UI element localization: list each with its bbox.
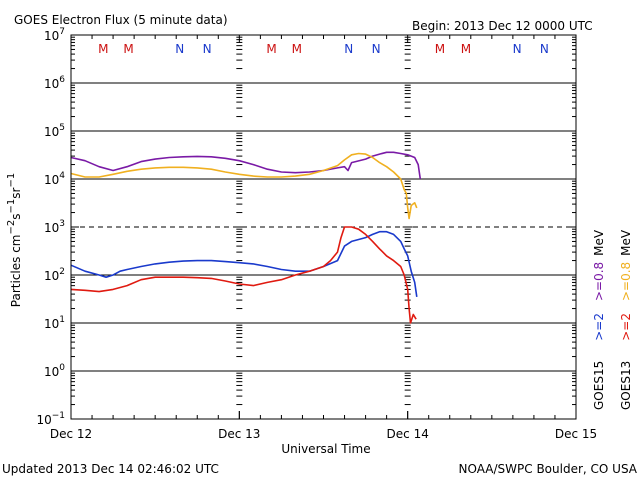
marker-m: M [123,42,133,56]
y-tick-label: 100 [44,363,65,379]
legend-goes13-label: GOES13 [619,361,633,410]
legend-goes15-label: GOES15 [592,361,606,410]
x-tick-labels: Dec 12 Dec 13 Dec 14 Dec 15 [50,427,597,441]
marker-m: M [292,42,302,56]
minor-tick-marks [71,37,576,419]
x-tick-label: Dec 14 [387,427,429,441]
svg-text:GOES13>=2>=0.8MeV: GOES13 >=2 >=0.8 MeV [619,229,633,410]
marker-n: N [513,42,522,56]
legend-unit-2: MeV [619,229,633,256]
y-axis-label: Particles cm−2s−1sr−1 [6,173,23,307]
y-tick-label: 105 [44,123,65,139]
svg-text:GOES15>=2>=0.8MeV: GOES15 >=2 >=0.8 MeV [592,229,606,410]
y-tick-labels: 10−1 100 101 102 103 104 105 106 107 [36,27,65,427]
legend-g13-low: >=2 [619,313,633,341]
grid-lines [71,83,576,371]
updated-timestamp: Updated 2013 Dec 14 02:46:02 UTC [2,462,219,476]
legend-g15-low: >=2 [592,313,606,341]
y-tick-label: 103 [44,219,65,235]
begin-label: Begin: 2013 Dec 12 0000 UTC [412,19,593,33]
marker-n: N [540,42,549,56]
y-tick-label: 107 [44,27,65,43]
chart-title: GOES Electron Flux (5 minute data) [14,13,228,27]
legend-unit-1: MeV [592,229,606,256]
y-tick-label: 101 [44,315,65,331]
y-tick-label: 106 [44,75,65,91]
marker-n: N [203,42,212,56]
credit-label: NOAA/SWPC Boulder, CO USA [459,462,638,476]
marker-n: N [372,42,381,56]
legend-g13-high: >=0.8 [619,262,633,301]
x-tick-label: Dec 15 [555,427,597,441]
series-line-1 [71,154,417,219]
marker-m: M [435,42,445,56]
y-tick-label: 102 [44,267,65,283]
x-tick-label: Dec 12 [50,427,92,441]
legend-goes15-column: GOES15 >=2 >=0.8 MeV [592,229,606,410]
y-tick-label: 10−1 [36,411,65,427]
x-tick-label: Dec 13 [218,427,260,441]
y-tick-label: 104 [44,171,65,187]
svg-text:Particles cm−2s−1sr−1: Particles cm−2s−1sr−1 [6,173,23,307]
marker-m: M [266,42,276,56]
marker-n: N [175,42,184,56]
series-layer [71,152,420,323]
legend-goes13-column: GOES13 >=2 >=0.8 MeV [619,229,633,410]
marker-n: N [344,42,353,56]
marker-m: M [98,42,108,56]
legend-g15-high: >=0.8 [592,262,606,301]
marker-m: M [461,42,471,56]
x-axis-label: Universal Time [281,442,370,456]
